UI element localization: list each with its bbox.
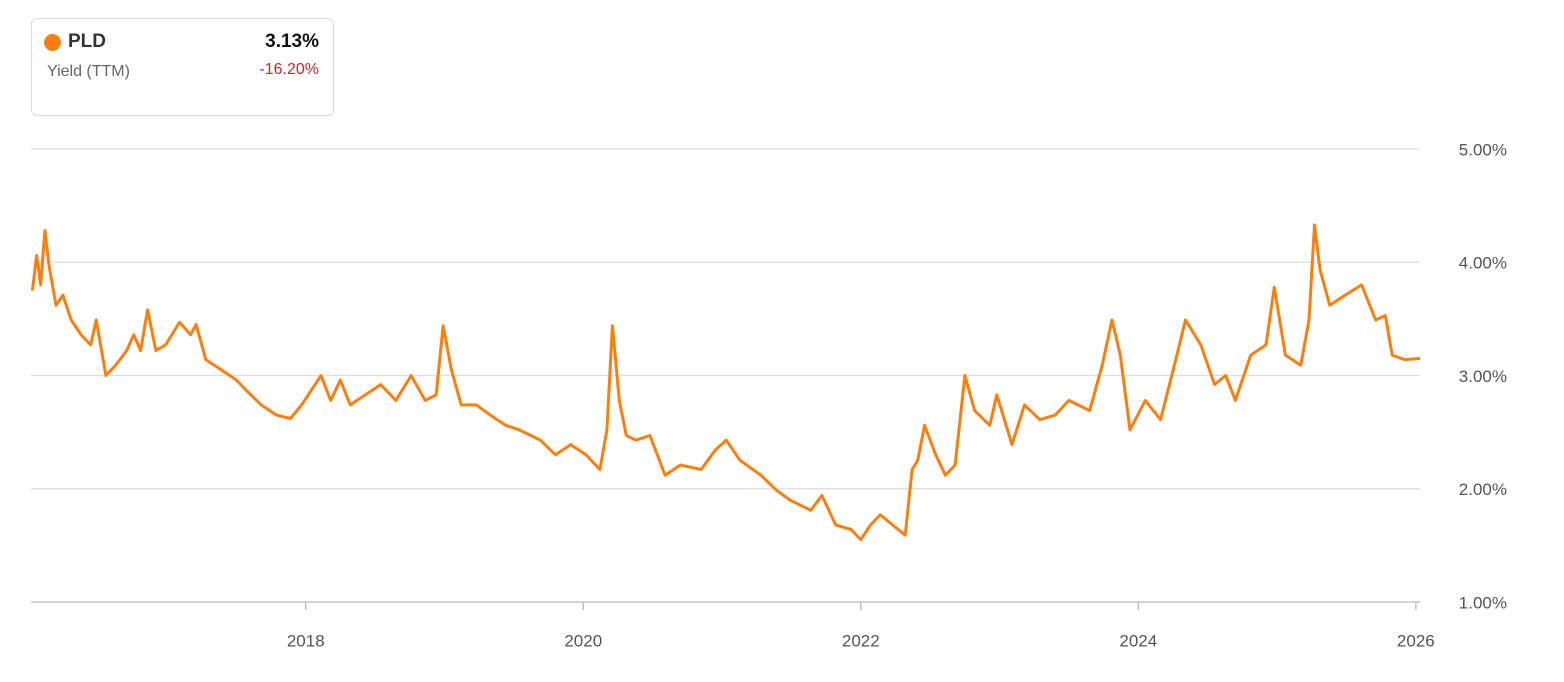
y-tick-label: 5.00% (1459, 140, 1507, 159)
x-tick-label: 2018 (287, 631, 325, 650)
x-tick-label: 2020 (564, 631, 602, 650)
y-tick-label: 2.00% (1459, 480, 1507, 499)
y-tick-label: 3.00% (1459, 367, 1507, 386)
subtitle: Yield (TTM) (47, 63, 130, 80)
x-tick-label: 2024 (1119, 631, 1157, 650)
legend-name: PLD (68, 31, 106, 52)
legend-marker (44, 34, 61, 51)
legend: PLD 3.13% Yield (TTM) -16.20% (31, 18, 334, 116)
x-tick-label: 2022 (842, 631, 880, 650)
x-tick-label: 2026 (1397, 631, 1435, 650)
y-tick-label: 4.00% (1459, 254, 1507, 273)
last-value: 3.13% (265, 31, 319, 52)
y-tick-label: 1.00% (1459, 593, 1507, 612)
line (30, 223, 1421, 542)
change: -16.20% (259, 61, 319, 78)
